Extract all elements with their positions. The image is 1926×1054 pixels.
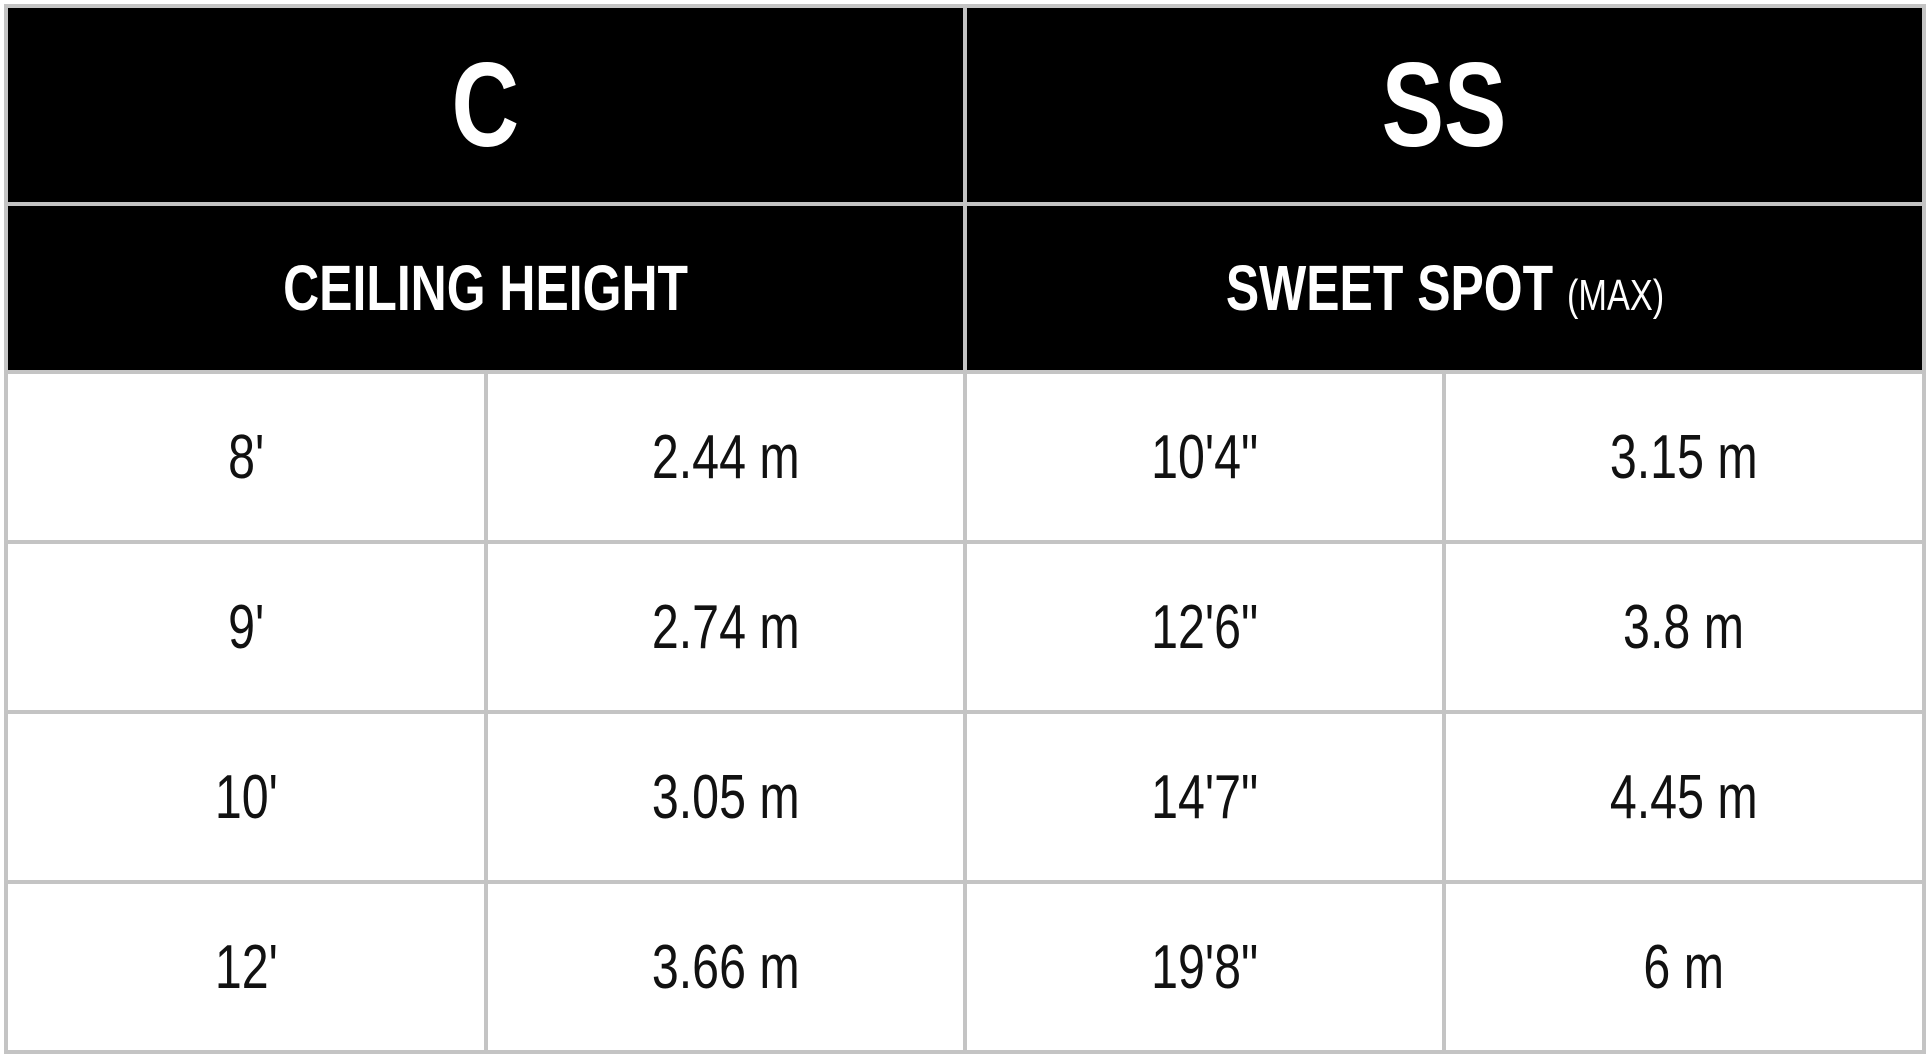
cell-text: 3.05 m <box>651 762 800 832</box>
cell-sweet-ft: 14'7" <box>963 710 1447 884</box>
cell-sweet-m: 4.45 m <box>1442 710 1926 884</box>
table-row: 9' 2.74 m 12'6" 3.8 m <box>4 540 1926 714</box>
cell-ceiling-ft: 10' <box>4 710 488 884</box>
table-row: 10' 3.05 m 14'7" 4.45 m <box>4 710 1926 884</box>
cell-ceiling-ft: 9' <box>4 540 488 714</box>
header-sweet-spot: SWEET SPOT (MAX) <box>963 202 1926 374</box>
table-row: 12' 3.66 m 19'8" 6 m <box>4 880 1926 1054</box>
cell-ceiling-ft: 12' <box>4 880 488 1054</box>
cell-text: 10'4" <box>1150 422 1259 492</box>
cell-ceiling-m: 2.74 m <box>483 540 968 714</box>
cell-ceiling-m: 3.05 m <box>483 710 968 884</box>
cell-text: 12'6" <box>1150 592 1259 662</box>
header-ss-text: SS <box>1382 38 1507 172</box>
cell-text: 19'8" <box>1150 932 1259 1002</box>
sweet-spot-label: SWEET SPOT <box>1225 252 1553 324</box>
header-c: C <box>3 4 968 206</box>
cell-sweet-ft: 10'4" <box>963 370 1447 544</box>
cell-text: 3.8 m <box>1623 592 1745 662</box>
cell-text: 3.66 m <box>651 932 800 1002</box>
cell-text: 12' <box>214 932 278 1002</box>
cell-sweet-ft: 12'6" <box>963 540 1447 714</box>
cell-text: 10' <box>214 762 278 832</box>
cell-sweet-m: 3.15 m <box>1442 370 1926 544</box>
cell-text: 2.74 m <box>651 592 800 662</box>
cell-ceiling-ft: 8' <box>4 370 488 544</box>
cell-text: 4.45 m <box>1610 762 1758 832</box>
ceiling-height-label: CEILING HEIGHT <box>283 252 688 324</box>
sweet-spot-max-label: (MAX) <box>1566 271 1664 320</box>
cell-text: 9' <box>227 592 265 662</box>
cell-sweet-ft: 19'8" <box>963 880 1447 1054</box>
cell-ceiling-m: 3.66 m <box>483 880 968 1054</box>
header-ss: SS <box>963 4 1926 206</box>
cell-text: 14'7" <box>1150 762 1259 832</box>
cell-text: 6 m <box>1643 932 1725 1002</box>
header-c-text: C <box>451 38 520 172</box>
cell-text: 3.15 m <box>1610 422 1758 492</box>
header-ceiling-height: CEILING HEIGHT <box>3 202 968 374</box>
ceiling-sweet-spot-table: C SS CEILING HEIGHT SWEET SPOT (MAX) 8' 2… <box>3 4 1926 1054</box>
table-row: 8' 2.44 m 10'4" 3.15 m <box>4 370 1926 544</box>
cell-sweet-m: 6 m <box>1442 880 1926 1054</box>
cell-sweet-m: 3.8 m <box>1442 540 1926 714</box>
cell-text: 2.44 m <box>651 422 800 492</box>
cell-text: 8' <box>227 422 265 492</box>
cell-ceiling-m: 2.44 m <box>483 370 968 544</box>
